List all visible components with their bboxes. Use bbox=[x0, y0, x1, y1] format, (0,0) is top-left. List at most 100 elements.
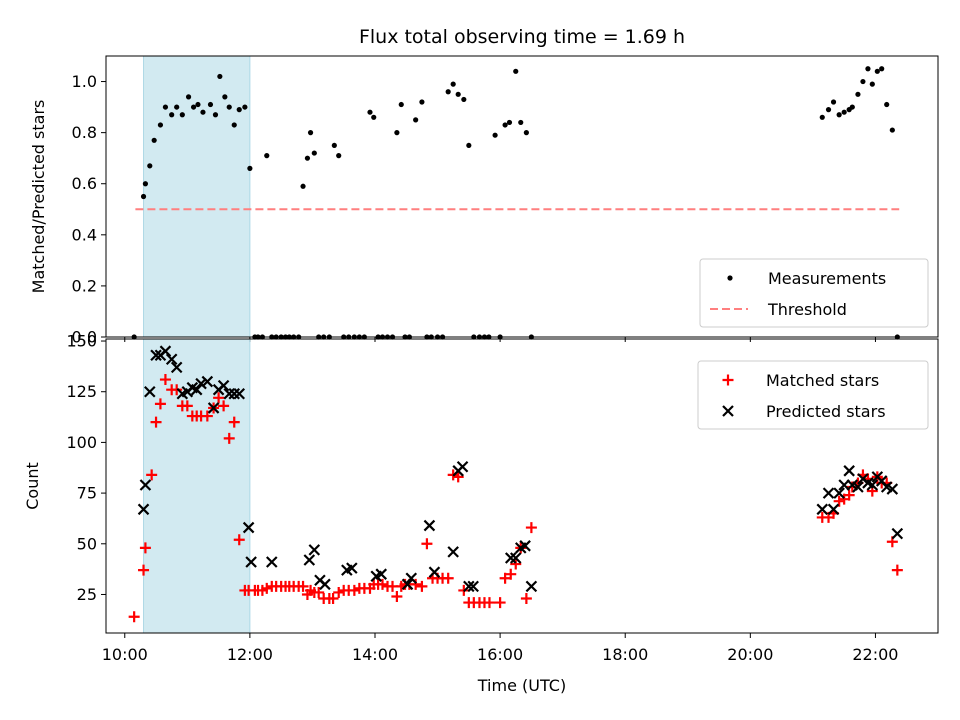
data-point bbox=[833, 495, 845, 507]
data-point bbox=[159, 345, 172, 357]
data-point bbox=[394, 130, 400, 136]
data-point bbox=[327, 593, 339, 605]
x-tick-label: 16:00 bbox=[477, 645, 523, 664]
legend-label: Predicted stars bbox=[766, 402, 886, 421]
bottom-legend: Matched stars Predicted stars bbox=[697, 360, 929, 430]
legend-marker bbox=[727, 275, 733, 281]
data-point bbox=[376, 578, 388, 590]
data-point bbox=[242, 104, 248, 110]
data-point bbox=[217, 379, 230, 392]
data-point bbox=[228, 387, 241, 400]
data-point bbox=[852, 481, 864, 493]
data-point bbox=[518, 119, 524, 126]
data-point bbox=[265, 556, 278, 568]
data-point bbox=[494, 597, 506, 609]
data-point bbox=[150, 349, 162, 361]
data-point bbox=[207, 402, 220, 414]
y-tick-label: 50 bbox=[77, 534, 97, 553]
data-point bbox=[346, 562, 358, 574]
data-point bbox=[261, 582, 273, 594]
data-point bbox=[447, 546, 459, 558]
y-tick-label: 1.0 bbox=[72, 72, 97, 91]
top-legend: Measurements Threshold bbox=[699, 258, 929, 328]
data-point bbox=[830, 99, 837, 105]
data-point bbox=[499, 572, 511, 584]
data-point bbox=[146, 469, 158, 481]
top-y-axis-label: Matched/Predicted stars bbox=[29, 100, 48, 294]
bottom-panel: 25 50 75 100 125 150 10:00 12:00 14:00 16:00 18:00… bbox=[66, 332, 939, 664]
y-tick-label: 75 bbox=[77, 484, 97, 503]
x-tick-label: 10:00 bbox=[102, 645, 148, 664]
data-point bbox=[336, 153, 342, 159]
legend-marker bbox=[722, 405, 734, 417]
data-point bbox=[217, 73, 223, 80]
data-point bbox=[525, 522, 537, 534]
data-point bbox=[520, 593, 532, 605]
data-point bbox=[889, 127, 895, 133]
data-point bbox=[150, 416, 162, 428]
data-point bbox=[375, 568, 388, 580]
data-point bbox=[456, 460, 469, 473]
data-point bbox=[236, 107, 242, 113]
data-point bbox=[201, 410, 213, 422]
data-point bbox=[140, 193, 147, 200]
data-point bbox=[423, 519, 436, 532]
data-point bbox=[461, 96, 467, 103]
data-point bbox=[195, 377, 207, 390]
data-point bbox=[450, 81, 456, 87]
data-point bbox=[855, 91, 861, 97]
legend-marker bbox=[722, 374, 734, 386]
data-point bbox=[452, 471, 464, 483]
data-point bbox=[843, 489, 855, 501]
data-point bbox=[319, 578, 331, 591]
data-point bbox=[513, 68, 519, 74]
data-point bbox=[421, 538, 433, 550]
data-point bbox=[525, 580, 538, 593]
y-tick-label: 150 bbox=[66, 332, 97, 351]
x-tick-label: 20:00 bbox=[727, 645, 773, 664]
data-point bbox=[846, 481, 858, 493]
data-point bbox=[849, 104, 855, 110]
data-point bbox=[181, 400, 193, 412]
data-point bbox=[391, 591, 403, 603]
data-point bbox=[505, 568, 517, 580]
data-point bbox=[504, 552, 517, 564]
data-point bbox=[169, 112, 175, 118]
x-axis-label: Time (UTC) bbox=[477, 676, 566, 695]
data-point bbox=[165, 353, 178, 366]
data-point bbox=[159, 374, 171, 386]
top-panel: 0.0 0.2 0.4 0.6 0.8 1.0 Measurements Threshold bbox=[72, 55, 939, 347]
data-point bbox=[523, 130, 529, 136]
data-point bbox=[138, 564, 150, 576]
x-tick-label: 18:00 bbox=[602, 645, 648, 664]
y-tick-label: 100 bbox=[66, 433, 97, 452]
data-point bbox=[151, 137, 157, 143]
data-point bbox=[139, 542, 151, 554]
data-point bbox=[371, 114, 377, 120]
y-tick-label: 0.2 bbox=[72, 276, 97, 295]
data-point bbox=[245, 556, 257, 568]
data-point bbox=[213, 392, 225, 404]
data-point bbox=[308, 544, 321, 556]
legend-label: Measurements bbox=[768, 269, 886, 288]
y-tick-label: 0.0 bbox=[72, 328, 97, 347]
data-point bbox=[455, 91, 461, 97]
bottom-series bbox=[128, 345, 904, 623]
data-point bbox=[843, 465, 855, 477]
top-axis-ticks: 0.0 0.2 0.4 0.6 0.8 1.0 bbox=[72, 72, 876, 347]
data-point bbox=[410, 578, 422, 590]
bottom-axis-ticks: 25 50 75 100 125 150 10:00 12:00 14:00 16:00 18:00… bbox=[66, 332, 898, 664]
data-point bbox=[506, 119, 513, 126]
data-point bbox=[233, 387, 246, 400]
data-point bbox=[201, 375, 214, 388]
data-point bbox=[833, 487, 845, 499]
data-point bbox=[185, 94, 192, 100]
data-point bbox=[401, 578, 414, 591]
y-tick-label: 0.4 bbox=[72, 225, 97, 244]
data-point bbox=[195, 101, 201, 108]
bottom-plot-frame bbox=[105, 338, 939, 634]
data-point bbox=[170, 361, 183, 374]
y-tick-label: 0.6 bbox=[72, 174, 97, 193]
data-point bbox=[154, 398, 166, 410]
legend-box bbox=[699, 258, 929, 328]
